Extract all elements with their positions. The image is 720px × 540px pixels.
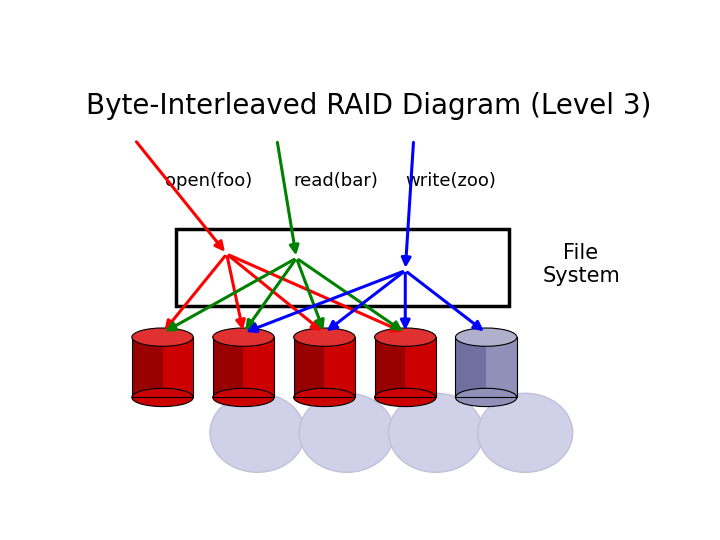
Ellipse shape [456,328,517,346]
Bar [132,337,193,397]
Polygon shape [456,337,486,397]
Ellipse shape [132,328,193,346]
Ellipse shape [294,388,355,407]
Polygon shape [132,337,163,397]
Ellipse shape [389,393,483,472]
Polygon shape [294,337,324,397]
Ellipse shape [374,388,436,407]
Ellipse shape [374,328,436,346]
Ellipse shape [456,388,517,407]
Ellipse shape [213,328,274,346]
Text: File
System: File System [542,243,620,286]
Ellipse shape [478,393,572,472]
Ellipse shape [294,328,355,346]
Ellipse shape [132,388,193,407]
Bar [374,337,436,397]
Polygon shape [213,337,243,397]
Bar [456,337,517,397]
Polygon shape [486,337,517,397]
Polygon shape [243,337,274,397]
Ellipse shape [210,393,305,472]
Polygon shape [324,337,355,397]
Polygon shape [163,337,193,397]
Ellipse shape [213,388,274,407]
Text: read(bar): read(bar) [294,172,379,190]
Bar [294,337,355,397]
Bar [176,229,508,306]
Text: Byte-Interleaved RAID Diagram (Level 3): Byte-Interleaved RAID Diagram (Level 3) [86,92,652,120]
Polygon shape [405,337,436,397]
Polygon shape [374,337,405,397]
Ellipse shape [300,393,394,472]
Bar [213,337,274,397]
Text: open(foo): open(foo) [166,172,253,190]
Text: write(zoo): write(zoo) [405,172,496,190]
